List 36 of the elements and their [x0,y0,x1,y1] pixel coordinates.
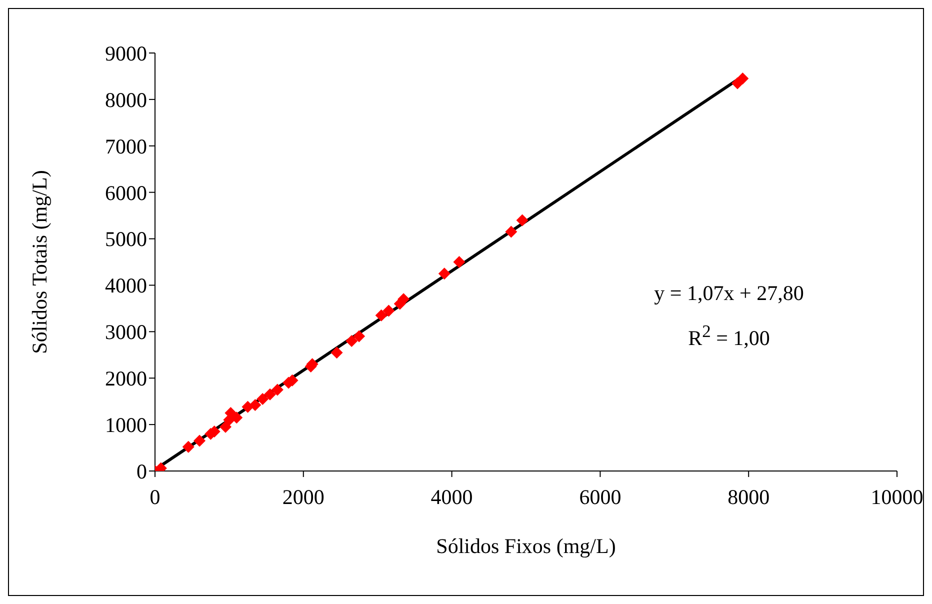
y-tick-label: 3000 [105,320,147,344]
y-tick-label: 8000 [105,88,147,112]
x-tick-label: 2000 [282,484,324,509]
x-tick-label: 4000 [430,484,473,509]
point [375,309,388,322]
y-tick-label: 7000 [105,134,147,158]
point [182,440,194,453]
y-tick-label: 6000 [105,180,147,205]
point [438,268,450,280]
y-tick-label: 4000 [105,274,147,298]
y-tick-label: 2000 [105,366,147,391]
x-tick-label: 6000 [579,484,622,509]
point [382,304,395,317]
x-tick-label: 10000 [870,484,924,509]
y-tick-label: 1000 [105,413,147,438]
y-tick-label: 0 [136,459,147,484]
annotation: R$^{2}$ = 1,00 [687,321,771,351]
point [353,330,366,342]
point [736,72,749,85]
y-tick-label: 5000 [105,227,147,252]
point [264,388,276,400]
annotation: y = 1,07x + 27,80 [653,281,805,306]
point [516,214,528,226]
y-tick-label: 9000 [105,41,147,66]
x-axis-title: Sólidos Fixos (mg/L) [436,534,616,558]
point [256,393,269,406]
point [249,399,262,412]
point [271,384,284,396]
point [330,346,343,359]
point [346,334,358,347]
point [453,256,466,268]
point [219,420,232,433]
point [505,226,518,238]
point [194,434,206,447]
y-axis-title: Sólidos Totais (mg/L) [27,170,52,354]
x-tick-label: 8000 [728,484,770,509]
